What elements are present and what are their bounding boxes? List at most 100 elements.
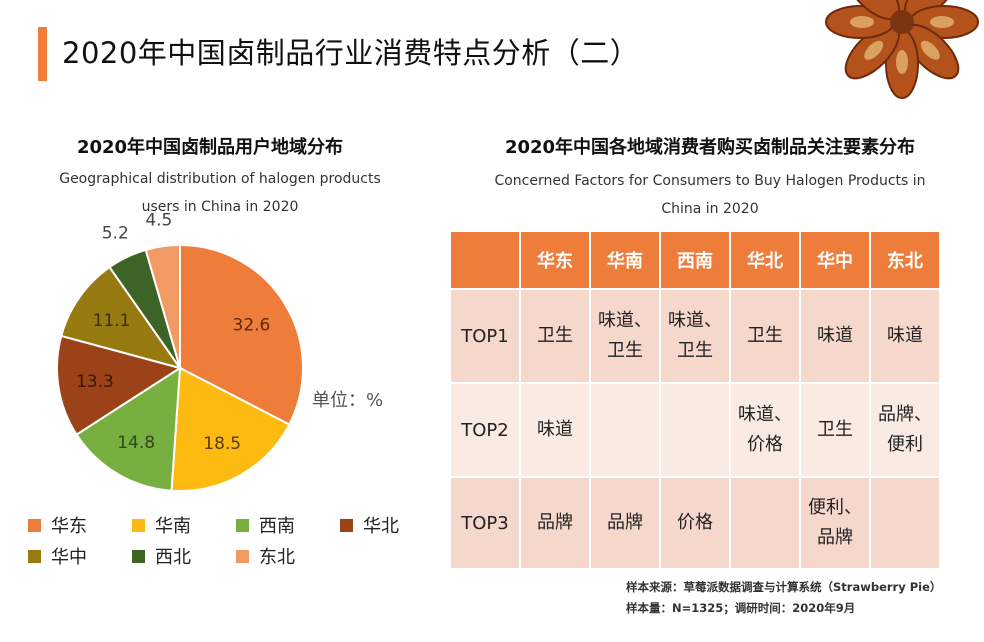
- table-header-row: 华东 华南 西南 华北 华中 东北: [449, 230, 941, 290]
- legend-label: 华中: [51, 547, 87, 568]
- table-cell-line: 卫生: [817, 419, 853, 440]
- pie-value-label-3: 14.8: [117, 433, 155, 453]
- table-cell-line: 卫生: [677, 340, 713, 361]
- table-cell: 品牌: [519, 476, 591, 570]
- legend-swatch: [28, 518, 41, 532]
- legend-label: 华北: [363, 516, 399, 537]
- legend-swatch: [340, 518, 353, 532]
- source-note: 样本来源：草莓派数据调查与计算系统（Strawberry Pie） 样本量：N=…: [626, 577, 956, 619]
- table-cell: [869, 476, 941, 570]
- pie-slice-7: [144, 243, 181, 369]
- legend-swatch: [236, 518, 249, 532]
- legend-item-7: 东北: [236, 543, 295, 569]
- table-cell: 味道: [519, 382, 591, 478]
- table-row: TOP1 卫生 味道、 卫生 味道、 卫生 卫生 味道 味道: [449, 288, 941, 384]
- table-row: TOP2 味道 味道、 价格 卫生 品牌、 便利: [449, 382, 941, 478]
- table-column-header: 西南: [659, 230, 731, 290]
- factors-table: 华东 华南 西南 华北 华中 东北 TOP1 卫生 味道、 卫生 味道、 卫生 卫生 味道 味道 TOP2 味…: [449, 230, 941, 570]
- pie-slice-5: [60, 265, 183, 370]
- table-cell: 品牌、 便利: [869, 382, 941, 478]
- legend-label: 华南: [155, 516, 191, 537]
- table-cell-line: 便利、: [808, 497, 862, 518]
- table-column-header: 华北: [729, 230, 801, 290]
- source-line1: 样本来源：草莓派数据调查与计算系统（Strawberry Pie）: [626, 580, 942, 594]
- table-corner-cell: [449, 230, 521, 290]
- page-title: 2020年中国卤制品行业消费特点分析（二）: [62, 36, 640, 70]
- table-row-label: TOP3: [449, 476, 521, 570]
- table-cell-line: 味道、: [738, 404, 792, 425]
- pie-chart: 32.6 18.5 14.8 13.3 11.1 5.2 4.5: [56, 210, 304, 492]
- table-cell: 味道: [799, 288, 871, 384]
- table-cell-line: 卫生: [537, 325, 573, 346]
- table-cell-line: 品牌: [817, 527, 853, 548]
- table-cell: [589, 382, 661, 478]
- pie-slice-2: [170, 366, 291, 492]
- legend-item-4: 华北: [340, 512, 399, 538]
- pie-chart-subtitle: Geographical distribution of halogen pro…: [40, 165, 400, 221]
- table-title: 2020年中国各地域消费者购买卤制品关注要素分布: [504, 137, 916, 158]
- pie-slice-1: [179, 243, 304, 426]
- table-cell: 便利、 品牌: [799, 476, 871, 570]
- table-cell-line: 便利: [887, 434, 923, 455]
- table-subtitle-line1: Concerned Factors for Consumers to Buy H…: [494, 173, 926, 189]
- table-row-label: TOP1: [449, 288, 521, 384]
- legend-label: 东北: [259, 547, 295, 568]
- table-cell-line: 味道: [887, 325, 923, 346]
- pie-value-label-4: 13.3: [76, 372, 114, 392]
- table-cell-line: 味道: [537, 419, 573, 440]
- table-cell: [659, 382, 731, 478]
- table-cell-line: 味道: [817, 325, 853, 346]
- legend-item-6: 西北: [132, 543, 191, 569]
- table-cell-line: 价格: [677, 512, 713, 533]
- table-cell: 卫生: [729, 288, 801, 384]
- unit-label: 单位：%: [312, 390, 384, 411]
- pie-value-label-7: 4.5: [145, 210, 172, 230]
- pie-value-label-6: 5.2: [102, 224, 129, 244]
- legend-item-1: 华东: [28, 512, 87, 538]
- legend-swatch: [132, 518, 145, 532]
- pie-value-label-1: 32.6: [233, 316, 271, 336]
- table-cell: 卫生: [519, 288, 591, 384]
- table-cell-line: 卫生: [607, 340, 643, 361]
- table-cell-line: 味道、: [668, 310, 722, 331]
- table-cell: 味道、 卫生: [589, 288, 661, 384]
- table-column-header: 华东: [519, 230, 591, 290]
- table-subtitle: Concerned Factors for Consumers to Buy H…: [440, 167, 980, 223]
- source-line2: 样本量：N=1325；调研时间：2020年9月: [626, 601, 856, 615]
- table-cell: 品牌: [589, 476, 661, 570]
- legend-label: 西北: [155, 547, 191, 568]
- table-cell-line: 价格: [747, 434, 783, 455]
- table-column-header: 华中: [799, 230, 871, 290]
- title-accent-bar: [38, 27, 47, 81]
- legend-swatch: [28, 549, 41, 563]
- table-cell-line: 品牌、: [878, 404, 932, 425]
- legend-label: 华东: [51, 516, 87, 537]
- table-cell-line: 卫生: [747, 325, 783, 346]
- table-cell: 卫生: [799, 382, 871, 478]
- table-cell: 味道、 卫生: [659, 288, 731, 384]
- table-column-header: 华南: [589, 230, 661, 290]
- legend-item-3: 西南: [236, 512, 295, 538]
- pie-subtitle-line2: users in China in 2020: [141, 199, 299, 215]
- legend-swatch: [132, 549, 145, 563]
- table-cell: 味道: [869, 288, 941, 384]
- pie-value-label-5: 11.1: [93, 311, 131, 331]
- table-row: TOP3 品牌 品牌 价格 便利、 品牌: [449, 476, 941, 570]
- table-cell-line: 味道、: [598, 310, 652, 331]
- table-cell: [729, 476, 801, 570]
- table-cell: 价格: [659, 476, 731, 570]
- star-anise-decoration: [825, 0, 979, 99]
- legend-label: 西南: [259, 516, 295, 537]
- pie-slice-3: [75, 366, 182, 492]
- table-cell: 味道、 价格: [729, 382, 801, 478]
- pie-subtitle-line1: Geographical distribution of halogen pro…: [59, 171, 381, 187]
- pie-chart-title: 2020年中国卤制品用户地域分布: [76, 137, 344, 158]
- pie-value-label-2: 18.5: [203, 434, 241, 454]
- table-cell-line: 品牌: [537, 512, 573, 533]
- legend-swatch: [236, 549, 249, 563]
- table-cell-line: 品牌: [607, 512, 643, 533]
- legend-item-5: 华中: [28, 543, 87, 569]
- table-column-header: 东北: [869, 230, 941, 290]
- table-row-label: TOP2: [449, 382, 521, 478]
- legend-item-2: 华南: [132, 512, 191, 538]
